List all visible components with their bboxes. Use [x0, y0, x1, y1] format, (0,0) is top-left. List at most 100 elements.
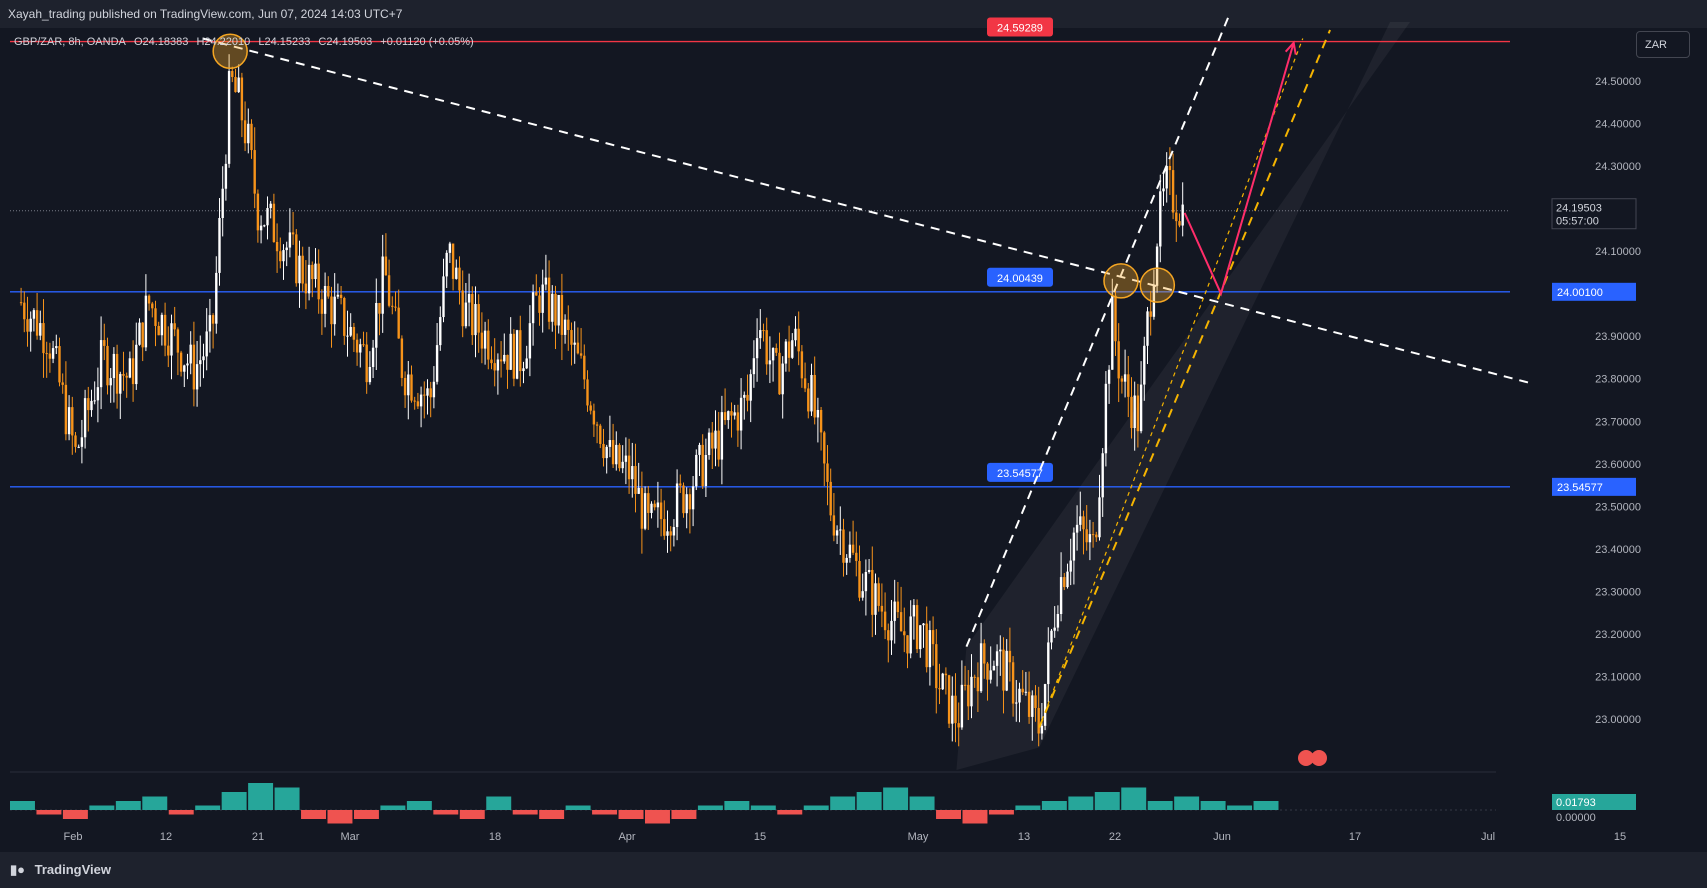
- candle-body: [733, 412, 736, 416]
- candle-body: [858, 561, 861, 598]
- candle-body: [515, 330, 519, 379]
- candle-body: [992, 665, 996, 671]
- candle-body: [99, 340, 103, 388]
- candle-body: [1059, 577, 1063, 615]
- candle-body: [487, 330, 490, 360]
- ohlc-change: +0.01120 (+0.05%): [380, 36, 474, 48]
- candle-body: [960, 684, 964, 728]
- candle-body: [122, 374, 125, 376]
- x-tick-label: Jul: [1481, 831, 1495, 843]
- candle-body: [704, 454, 708, 487]
- macd-histogram-bar: [803, 805, 829, 810]
- candle-body: [243, 120, 247, 144]
- candle-body: [720, 412, 724, 460]
- candle-body: [112, 353, 116, 379]
- candle-body: [989, 670, 992, 680]
- candle-body: [448, 243, 452, 253]
- candle-body: [115, 353, 119, 394]
- candle-body: [563, 319, 567, 335]
- descending-trendline: [202, 37, 1531, 384]
- y-tick-label: 23.70000: [1595, 416, 1641, 428]
- candle-body: [1015, 702, 1018, 704]
- macd-histogram-bar: [909, 796, 935, 810]
- candle-body: [963, 684, 967, 686]
- macd-histogram-bar: [1147, 801, 1173, 810]
- candle-body: [848, 544, 852, 558]
- candle-body: [1069, 560, 1072, 572]
- currency-selector[interactable]: ZAR: [1636, 31, 1690, 58]
- candle-body: [567, 319, 570, 331]
- ohlc-high: H24.22010: [196, 36, 251, 48]
- candle-body: [877, 583, 880, 606]
- candle-body: [1075, 524, 1079, 533]
- candle-body: [890, 620, 893, 641]
- candle-body: [87, 398, 90, 411]
- candle-body: [61, 382, 64, 385]
- candle-body: [83, 398, 87, 438]
- candle-body: [589, 405, 592, 411]
- candle-body: [365, 344, 368, 383]
- candle-body: [400, 338, 404, 378]
- candle-body: [557, 294, 560, 326]
- macd-histogram-bar: [1121, 787, 1147, 810]
- candle-body: [490, 359, 493, 364]
- x-tick-label: 15: [1614, 831, 1626, 843]
- price-chart[interactable]: 24.50000 24.40000 24.30000 24.10000 23.90000…: [0, 0, 1707, 852]
- candle-body: [1021, 688, 1024, 693]
- candle-body: [413, 400, 416, 402]
- candle-body: [378, 303, 381, 314]
- candle-body: [90, 400, 93, 411]
- level-label-box: [987, 267, 1053, 287]
- candle-body: [285, 247, 288, 251]
- candle-body: [336, 294, 340, 297]
- candle-body: [237, 77, 240, 93]
- last-price-label: 24.19503: [1556, 203, 1602, 215]
- candle-body: [784, 341, 788, 364]
- candle-body: [224, 163, 228, 189]
- candle-body: [263, 225, 266, 227]
- candle-body: [979, 643, 983, 692]
- tradingview-brand[interactable]: ▮● TradingView: [10, 862, 111, 878]
- candle-body: [1101, 453, 1104, 498]
- candle-body: [1117, 341, 1120, 379]
- candle-body: [874, 583, 877, 615]
- candle-body: [215, 272, 218, 324]
- candle-body: [791, 340, 794, 358]
- candle-body: [295, 234, 298, 284]
- candle-body: [391, 305, 394, 307]
- candle-body: [906, 635, 909, 654]
- candle-body: [800, 351, 804, 379]
- candle-body: [925, 623, 928, 668]
- candle-body: [663, 519, 666, 536]
- y-tick-label: 24.40000: [1595, 119, 1641, 131]
- candle-body: [333, 296, 336, 325]
- candle-body: [1056, 614, 1060, 628]
- candle-body: [269, 203, 272, 209]
- macd-histogram-bar: [830, 796, 856, 810]
- candle-body: [298, 255, 301, 284]
- candle-body: [307, 264, 311, 294]
- macd-histogram-bar: [486, 796, 512, 810]
- candle-body: [723, 412, 727, 421]
- candle-body: [935, 644, 938, 689]
- candle-body: [794, 328, 797, 341]
- candle-body: [1120, 378, 1124, 382]
- candle-body: [829, 481, 832, 516]
- candle-body: [477, 304, 480, 333]
- y-tick-label: 23.00000: [1595, 714, 1641, 726]
- candle-body: [608, 440, 612, 447]
- channel-fill: [956, 22, 1411, 770]
- candle-body: [64, 384, 68, 435]
- candle-body: [528, 323, 532, 359]
- candle-body: [688, 494, 692, 510]
- candle-body: [458, 267, 461, 291]
- candle-body: [983, 643, 986, 664]
- uk-event-icon: [1311, 750, 1327, 766]
- candle-body: [467, 293, 471, 303]
- macd-histogram-bar: [274, 787, 300, 810]
- candle-body: [67, 407, 71, 435]
- x-tick-label: Apr: [618, 831, 635, 843]
- candle-body: [973, 676, 976, 678]
- candle-body: [173, 323, 176, 330]
- candle-body: [29, 318, 32, 332]
